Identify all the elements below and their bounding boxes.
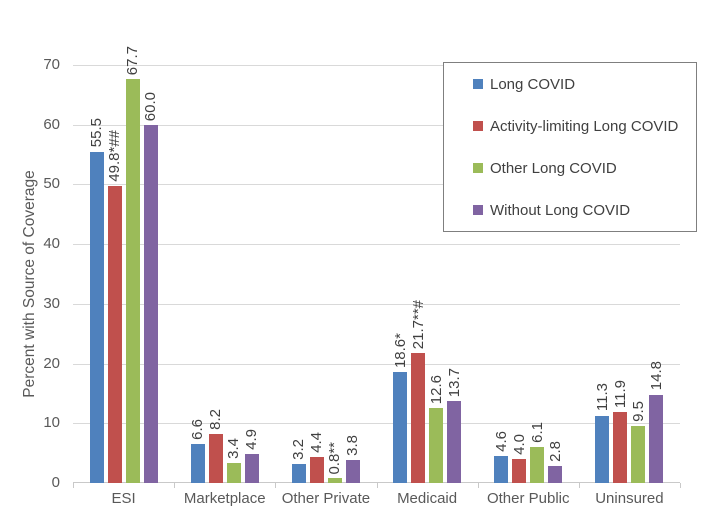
y-tick-label: 20 [43, 354, 60, 372]
x-axis-tick-mark [477, 483, 479, 488]
bar [107, 185, 122, 483]
y-tick-label: 60 [43, 115, 60, 133]
bar [429, 407, 444, 483]
bar-value-label: 21.7**# [409, 300, 427, 350]
bar-value-label: 60.0 [142, 91, 160, 121]
bar-value-label: 55.5 [88, 118, 106, 148]
legend-item: Other Long COVID [473, 160, 696, 177]
bar-value-label: 67.7 [124, 45, 142, 75]
gridline [73, 184, 680, 186]
bar-value-label: 49.8*## [106, 129, 124, 182]
bar [411, 353, 426, 483]
legend-label: Long COVID [490, 75, 576, 93]
bar [447, 401, 462, 483]
bar-value-label: 4.0 [510, 434, 528, 456]
bar [494, 455, 509, 483]
bar-value-label: 4.6 [492, 430, 510, 452]
y-tick-label: 70 [43, 56, 60, 73]
bar [530, 446, 545, 483]
y-tick-label: 30 [43, 294, 60, 312]
y-tick-label: 50 [43, 175, 60, 193]
bar-value-label: 3.2 [290, 439, 308, 460]
bar-value-label: 8.2 [207, 409, 225, 431]
bar [512, 459, 527, 483]
bar [244, 453, 259, 483]
bar [595, 415, 610, 483]
x-axis-tick-mark [376, 483, 378, 488]
bar-value-label: 6.6 [189, 418, 207, 440]
bar [291, 463, 306, 483]
x-axis-tick-mark [275, 483, 277, 488]
x-category-label: ESI [111, 490, 136, 507]
bar-value-label: 11.9 [611, 379, 629, 408]
plot-area: 55.5 6.6 3.2 18.6* 4.6 11.3 49.8*## 8.2 4.4 21.7*… [73, 46, 681, 488]
bar [208, 434, 223, 483]
bar [226, 462, 241, 483]
legend-item: Long COVID [473, 76, 696, 93]
bar-value-label: 6.1 [528, 421, 546, 443]
bar [309, 456, 324, 483]
legend-swatch [473, 121, 483, 131]
legend-label: Other Long COVID [490, 159, 617, 177]
legend-swatch [473, 163, 483, 173]
gridline [73, 363, 680, 365]
x-category-label: Other Public [486, 490, 570, 507]
bar-value-label: 4.9 [243, 428, 261, 450]
x-category-label: Other Private [281, 490, 371, 507]
bar-value-label: 11.3 [593, 383, 611, 412]
bar-value-label: 9.5 [629, 401, 647, 423]
gridline [73, 423, 680, 425]
bar-value-label: 4.4 [308, 431, 326, 453]
x-axis-tick-mark [73, 483, 74, 488]
bar-value-label: 18.6* [391, 332, 409, 368]
bar-value-label: 0.8** [326, 441, 344, 475]
x-category-label: Marketplace [183, 490, 266, 507]
legend-swatch [473, 205, 483, 215]
bar [631, 426, 646, 483]
legend-swatch [473, 79, 483, 89]
bar-value-label: 3.8 [344, 435, 362, 457]
bar-value-label: 3.4 [225, 437, 243, 459]
bar [649, 394, 664, 483]
bar [327, 478, 342, 483]
legend-item: Activity-limiting Long COVID [473, 118, 696, 135]
x-category-label: Uninsured [595, 490, 664, 507]
bar [345, 460, 360, 483]
x-axis-tick-mark [578, 483, 580, 488]
y-tick-label: 40 [43, 235, 60, 253]
gridline [73, 65, 680, 66]
bar [393, 371, 408, 483]
gridline [73, 244, 680, 246]
gridline [73, 124, 680, 126]
y-tick-label: 10 [43, 414, 60, 432]
legend: Long COVID Activity-limiting Long COVID Ot… [443, 62, 697, 232]
bar [89, 151, 104, 483]
bar [613, 411, 628, 483]
bar [190, 443, 205, 483]
legend-item: Without Long COVID [473, 202, 696, 219]
x-axis-line [73, 482, 680, 483]
bar-value-label: 14.8 [647, 361, 665, 391]
bar [548, 466, 563, 483]
legend-label: Without Long COVID [490, 201, 631, 219]
gridline [73, 303, 680, 305]
bar-value-label: 12.6 [427, 374, 445, 404]
x-axis-tick-mark [174, 483, 176, 488]
y-tick-label: 0 [51, 474, 60, 491]
bar [143, 124, 158, 483]
bar-value-label: 2.8 [546, 441, 564, 463]
bar [125, 78, 140, 483]
legend-label: Activity-limiting Long COVID [490, 117, 679, 135]
x-category-label: Medicaid [397, 490, 458, 507]
x-axis-tick-mark [680, 483, 681, 488]
bar-value-label: 13.7 [445, 368, 463, 398]
